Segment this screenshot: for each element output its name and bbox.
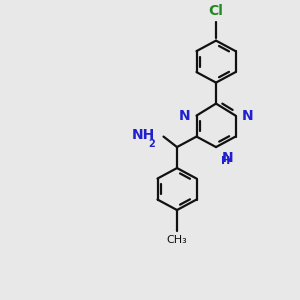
Text: NH: NH [132,128,155,142]
Text: N: N [178,109,190,123]
Text: H: H [221,156,231,166]
Text: N: N [221,151,233,165]
Text: 2: 2 [148,139,155,149]
Text: N: N [242,109,254,123]
Text: CH₃: CH₃ [167,235,188,244]
Text: Cl: Cl [208,4,224,18]
